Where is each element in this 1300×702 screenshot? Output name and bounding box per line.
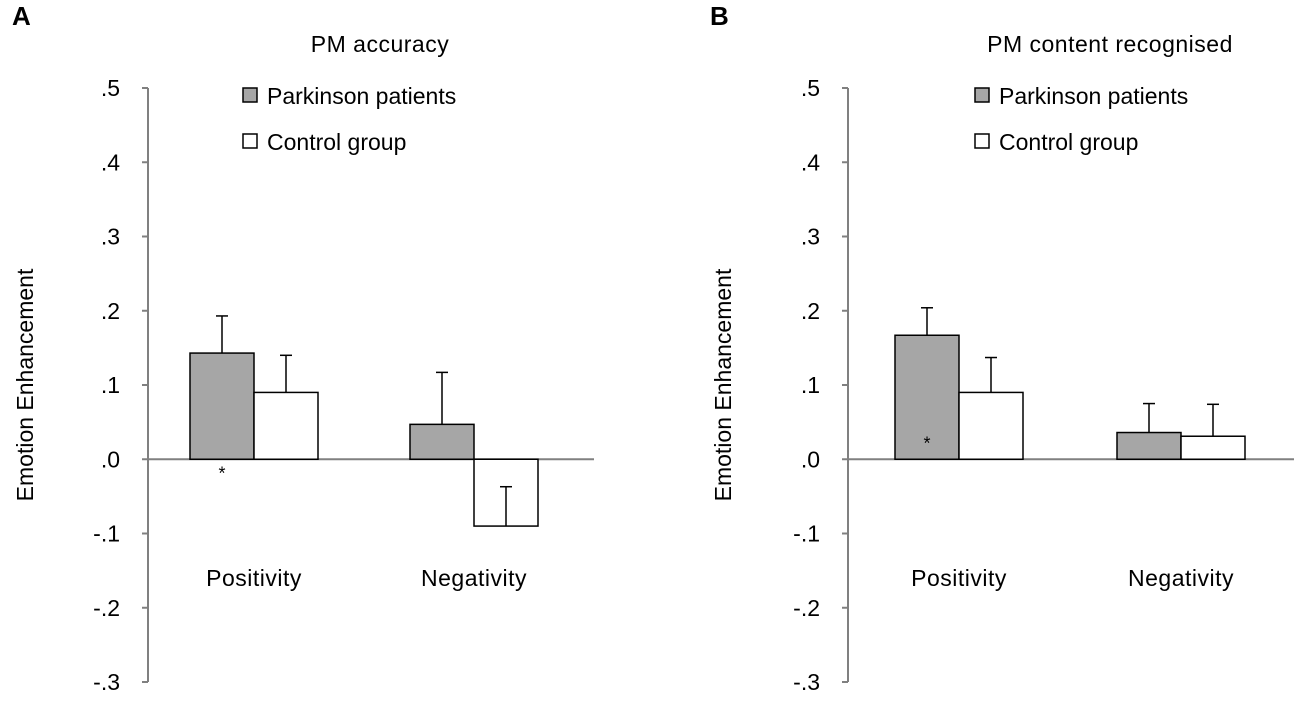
y-tick-label: .4 — [801, 149, 820, 175]
chart-panel-a: A PM accuracy .5 .4 .3 .2 .1 .0 -.1 -.2 -.3 Emotion… — [12, 1, 594, 695]
y-tick-label: .4 — [101, 149, 120, 175]
category-label-negativity: Negativity — [1128, 565, 1234, 591]
y-tick-label: -.2 — [793, 595, 820, 621]
bar-control-group-negativity — [1180, 435, 1246, 461]
y-tick-label: .1 — [801, 372, 820, 398]
legend-label: Parkinson patients — [999, 83, 1188, 109]
legend-label: Control group — [267, 129, 406, 155]
category-label-positivity: Positivity — [206, 565, 302, 591]
significance-marker: * — [218, 463, 225, 483]
legend-swatch-control-group — [242, 133, 258, 149]
y-tick-label: .5 — [101, 75, 120, 101]
y-tick-label: -.1 — [93, 521, 120, 547]
y-tick-label: -.1 — [793, 521, 820, 547]
bar-parkinson-patients-negativity — [409, 423, 475, 461]
category-label-positivity: Positivity — [911, 565, 1007, 591]
legend-label: Control group — [999, 129, 1138, 155]
chart-title: PM content recognised — [987, 31, 1233, 57]
y-tick-label: -.3 — [93, 669, 120, 695]
legend-label: Parkinson patients — [267, 83, 456, 109]
y-tick-label: .2 — [801, 298, 820, 324]
bar-parkinson-patients-positivity — [189, 352, 255, 461]
panel-letter: A — [12, 1, 31, 31]
y-tick-label: -.3 — [793, 669, 820, 695]
bar-control-group-positivity — [253, 391, 319, 460]
bar-parkinson-patients-negativity — [1116, 431, 1182, 460]
y-axis-label: Emotion Enhancement — [710, 268, 736, 501]
chart-panel-b: B PM content recognised .5 .4 .3 .2 .1 .0 -.1 -.2… — [710, 1, 1294, 695]
y-tick-label: .2 — [101, 298, 120, 324]
legend-swatch-parkinson-patients — [242, 87, 258, 103]
category-label-negativity: Negativity — [421, 565, 527, 591]
y-tick-label: .0 — [101, 446, 120, 472]
y-tick-label: .3 — [101, 224, 120, 250]
y-tick-label: .5 — [801, 75, 820, 101]
y-axis-label: Emotion Enhancement — [12, 268, 38, 501]
y-tick-label: .0 — [801, 446, 820, 472]
bar-control-group-positivity — [958, 391, 1024, 460]
y-tick-label: .1 — [101, 372, 120, 398]
significance-marker: * — [923, 433, 930, 453]
chart-title: PM accuracy — [311, 31, 449, 57]
panel-letter: B — [710, 1, 729, 31]
legend-swatch-parkinson-patients — [974, 87, 990, 103]
y-tick-label: -.2 — [93, 595, 120, 621]
legend-swatch-control-group — [974, 133, 990, 149]
y-tick-label: .3 — [801, 224, 820, 250]
